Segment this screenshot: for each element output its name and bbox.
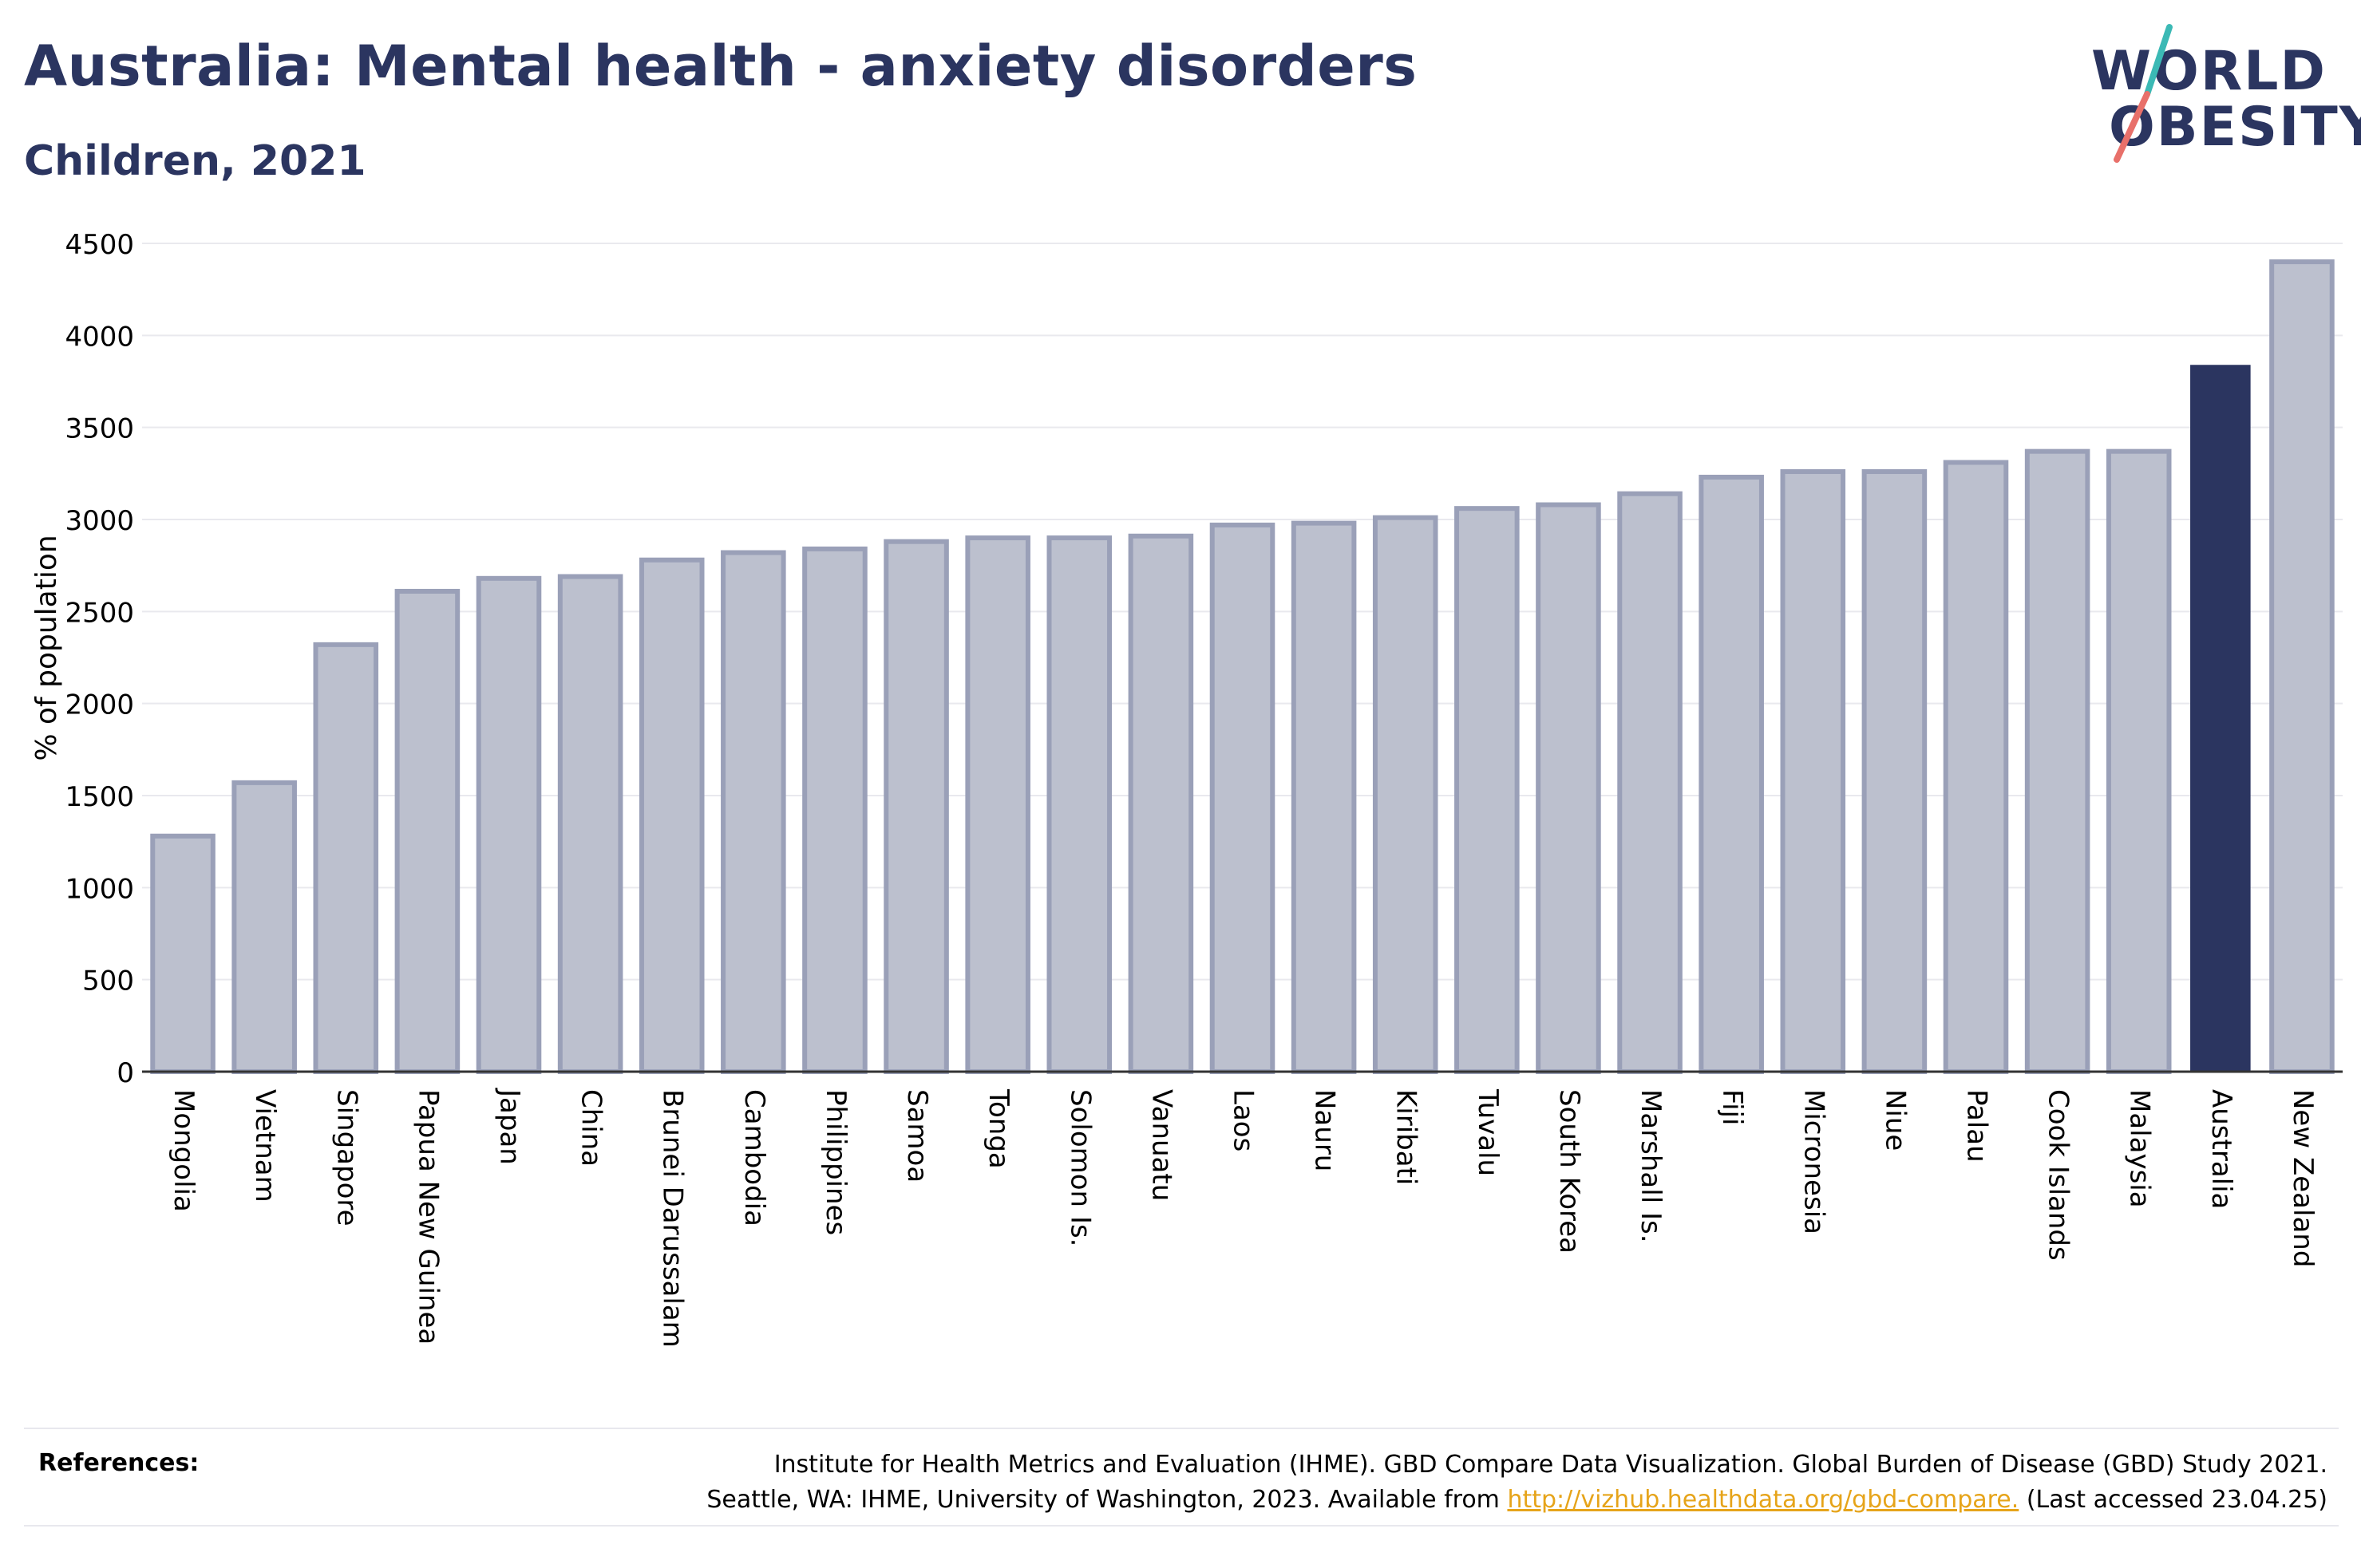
- logo-line-2: OBESITY: [2109, 96, 2361, 159]
- x-tick-label: Australia: [2205, 1089, 2237, 1209]
- x-tick-label: South Korea: [1553, 1089, 1585, 1254]
- x-tick-label: Samoa: [901, 1089, 933, 1183]
- y-tick-label: 3000: [65, 505, 134, 537]
- reference-line-2-suffix: (Last accessed 23.04.25): [2019, 1486, 2327, 1514]
- bar-samoa: [884, 539, 949, 1074]
- bar-mongolia: [150, 833, 216, 1075]
- bar-tuvalu: [1454, 506, 1520, 1074]
- bar-laos: [1209, 522, 1275, 1074]
- references-divider-top: [24, 1428, 2339, 1429]
- page-title: Australia: Mental health - anxiety disor…: [24, 34, 1418, 99]
- reference-line-1: Institute for Health Metrics and Evaluat…: [773, 1451, 2327, 1479]
- bar-palau: [1943, 460, 2009, 1074]
- bar-vietnam: [231, 780, 297, 1074]
- bar-philippines: [802, 546, 868, 1074]
- x-tick-label: Nauru: [1309, 1089, 1341, 1171]
- y-tick-label: 500: [82, 966, 134, 997]
- x-tick-label: Brunei Darussalam: [657, 1089, 689, 1348]
- y-axis: 0 500 1000 1500 2000 2500 3000 3500 4000 4500: [65, 229, 134, 1089]
- bar-tonga: [965, 535, 1030, 1074]
- x-tick-label: Laos: [1228, 1089, 1260, 1151]
- y-tick-label: 3500: [65, 413, 134, 445]
- bar-china: [557, 574, 623, 1074]
- x-tick-label: Vietnam: [249, 1089, 281, 1203]
- bar-south-korea: [1536, 502, 1601, 1074]
- x-tick-label: Malaysia: [2124, 1089, 2156, 1208]
- x-tick-label: China: [575, 1089, 607, 1167]
- x-tick-label: Philippines: [820, 1089, 852, 1235]
- y-tick-label: 1000: [65, 873, 134, 905]
- bar-solomon-is: [1046, 535, 1113, 1074]
- bars: [150, 259, 2335, 1075]
- bar-singapore: [313, 642, 379, 1074]
- references-text: Institute for Health Metrics and Evaluat…: [706, 1448, 2327, 1518]
- bar-brunei-darussalam: [639, 557, 705, 1074]
- x-axis: Mongolia Vietnam Singapore Papua New Guinea…: [142, 1070, 2343, 1348]
- bar-micronesia: [1780, 469, 1846, 1074]
- x-tick-label: Papua New Guinea: [412, 1089, 444, 1345]
- x-tick-label: Marshall Is.: [1635, 1089, 1667, 1243]
- bar-chart: 0 500 1000 1500 2000 2500 3000 3500 4000 4500 Mon…: [30, 229, 2343, 1348]
- x-tick-label: Fiji: [1716, 1089, 1748, 1125]
- reference-line-2-prefix: Seattle, WA: IHME, University of Washing…: [706, 1486, 1508, 1514]
- x-tick-label: Micronesia: [1797, 1089, 1829, 1234]
- x-tick-label: Solomon Is.: [1064, 1089, 1096, 1246]
- reference-line-2: Seattle, WA: IHME, University of Washing…: [706, 1483, 2327, 1518]
- x-tick-label: Singapore: [330, 1089, 362, 1226]
- x-tick-label: Cook Islands: [2043, 1089, 2074, 1261]
- bar-malaysia: [2106, 448, 2172, 1074]
- bar-fiji: [1699, 474, 1764, 1074]
- bar-cambodia: [721, 550, 786, 1074]
- bar-nauru: [1291, 520, 1357, 1074]
- world-obesity-logo: WORLD OBESITY: [2075, 22, 2361, 174]
- logo-slash-icon: [2114, 24, 2173, 163]
- x-tick-label: New Zealand: [2287, 1089, 2319, 1267]
- bar-japan: [476, 575, 542, 1074]
- bar-vanuatu: [1128, 533, 1194, 1074]
- y-tick-label: 4000: [65, 321, 134, 353]
- references-divider-bottom: [24, 1525, 2339, 1527]
- reference-link[interactable]: http://vizhub.healthdata.org/gbd-compare…: [1507, 1486, 2019, 1514]
- y-tick-label: 2000: [65, 689, 134, 721]
- x-tick-label: Palau: [1961, 1089, 1993, 1163]
- x-tick-label: Vanuatu: [1145, 1089, 1177, 1201]
- bar-kiribati: [1372, 515, 1438, 1074]
- bar-papua-new-guinea: [394, 588, 461, 1074]
- bar-marshall-is: [1617, 491, 1683, 1074]
- bar-new-zealand: [2269, 259, 2335, 1075]
- x-tick-label: Cambodia: [738, 1089, 770, 1226]
- x-tick-label: Mongolia: [168, 1089, 200, 1212]
- bar-cook-islands: [2024, 448, 2090, 1074]
- x-tick-label: Japan: [494, 1088, 526, 1165]
- y-tick-label: 2500: [65, 597, 134, 629]
- bar-australia: [2190, 365, 2251, 1072]
- x-tick-label: Kiribati: [1390, 1089, 1422, 1185]
- y-axis-label: % of population: [30, 535, 63, 760]
- bar-niue: [1861, 469, 1928, 1074]
- references-label: References:: [38, 1449, 200, 1477]
- logo-line-1: WORLD: [2091, 40, 2327, 103]
- page-subtitle: Children, 2021: [24, 137, 366, 185]
- y-tick-label: 0: [117, 1057, 134, 1089]
- x-tick-label: Tonga: [983, 1088, 1014, 1169]
- y-tick-label: 4500: [65, 229, 134, 261]
- x-tick-label: Niue: [1879, 1089, 1911, 1151]
- y-tick-label: 1500: [65, 781, 134, 813]
- x-tick-label: Tuvalu: [1472, 1088, 1504, 1176]
